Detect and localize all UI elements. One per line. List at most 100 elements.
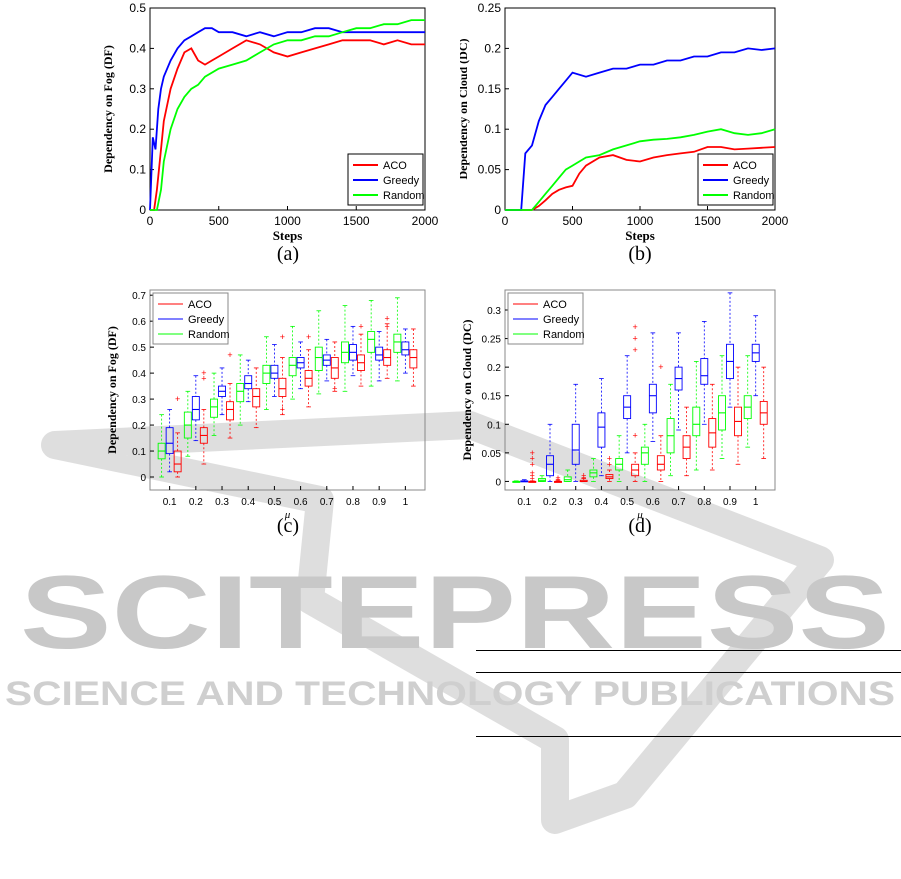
table-rule-bottom [476,736,901,737]
box-random [367,299,376,387]
watermark-sub-text: SCIENCE AND TECHNOLOGY PUBLICATIONS [5,675,895,713]
y-tick-label: 0.2 [487,363,501,374]
legend-label-random: Random [188,329,230,341]
x-tick-label: 1 [403,497,409,508]
x-tick-label: 0.6 [646,497,660,508]
box-random [538,475,546,482]
x-tick-label: 1000 [627,214,654,228]
outlier-marker: + [358,321,363,331]
box-iqr [236,383,245,403]
series-line-aco [150,39,425,211]
y-tick-label: 0.4 [129,41,146,55]
box-greedy [165,409,174,473]
caption-d: (d) [628,515,652,537]
box-iqr [393,333,402,353]
outlier-marker: + [607,454,612,464]
y-tick-label: 0 [140,473,146,484]
x-ticks: 0.1 0.2 0.3 0.4 0.5 0.6 0.7 0.8 0.9 1 [163,486,409,508]
box-greedy [322,338,331,382]
box-random [512,480,521,483]
box-iqr [165,427,174,455]
table-rule-top [476,650,901,651]
box-aco: ++++++ [528,448,537,484]
box-aco: ++ [605,454,614,482]
box-iqr [409,349,418,369]
box-random [692,361,701,471]
x-tick-label: 500 [562,214,582,228]
outlier-marker: + [201,368,206,378]
y-tick-label: 0.3 [487,306,501,317]
box-iqr [648,383,657,414]
outlier-marker: + [201,373,206,383]
x-tick-label: 1500 [694,214,721,228]
box-aco: ++ [278,332,287,416]
box-greedy [597,378,606,477]
y-axis-label: Dependency on Cloud (DC) [460,319,474,460]
y-tick-label: 0.3 [132,395,146,406]
box-greedy [571,383,580,482]
chart-d: 0 0.05 0.1 0.15 0.2 0.25 0.3 0.1 0.2 0.3 0.4 0.5 0.6… [460,282,820,527]
legend-label-aco: ACO [383,160,407,172]
box-iqr [700,358,709,385]
y-axis-label: Dependency on Fog (DF) [101,45,115,173]
box-greedy [349,325,357,377]
box-random [718,355,726,459]
x-axis-label: μ [284,509,291,521]
watermark-logo-shape [41,411,834,834]
y-ticks: 0 0.1 0.2 0.3 0.4 0.5 0.6 0.7 [132,291,154,484]
y-tick-label: 0.2 [129,122,146,136]
box-aco [409,328,418,387]
box-random [589,458,598,482]
y-tick-label: 0.2 [484,41,501,55]
box-aco: ++ [579,471,588,482]
x-tick-label: 0.3 [215,497,229,508]
outlier-marker: + [633,334,638,344]
y-tick-label: 0 [139,203,146,217]
box-greedy [401,328,410,374]
box-random [314,310,323,395]
outlier-marker: + [280,404,285,414]
box-random [157,414,166,478]
box-aco: + [304,332,313,408]
x-tick-label: 0.9 [723,497,737,508]
y-tick-label: 0.5 [132,343,146,354]
x-tick-label: 0 [147,214,154,228]
box-greedy [751,315,760,397]
x-tick-label: 0.2 [189,497,203,508]
chart-b: 0 0.05 0.1 0.15 0.2 0.25 0 500 1000 1500 2000 Steps… [456,0,820,250]
legend: ACO Greedy Random [347,153,425,206]
outlier-marker: + [332,384,337,394]
outlier-marker: + [530,448,535,458]
outlier-marker: + [633,345,638,355]
x-tick-label: 0.5 [620,497,634,508]
box-greedy [623,355,632,454]
box-iqr [288,357,297,377]
box-aco: + [656,362,665,482]
outlier-marker: + [385,314,390,324]
y-tick-label: 0.15 [478,82,502,96]
box-iqr [656,455,665,471]
box-iqr [278,377,287,397]
box-aco [682,406,691,477]
box-aco: + [330,341,339,394]
box-random [666,383,675,477]
outlier-marker: + [633,322,638,332]
y-ticks: 0 0.05 0.1 0.15 0.2 0.25 [478,1,509,217]
y-axis-label: Dependency on Cloud (DC) [460,38,470,179]
box-random [288,325,297,400]
box-greedy [375,331,384,382]
caption-b: (b) [628,243,652,265]
box-greedy [726,292,734,408]
box-aco [708,383,717,471]
x-ticks: 0 500 1000 1500 2000 [502,206,789,228]
x-tick-label: 0.4 [594,497,608,508]
box-iqr [262,364,271,384]
x-tick-label: 1000 [274,214,301,228]
outlier-marker: + [555,473,560,483]
box-chart-svg: 0 0.05 0.1 0.15 0.2 0.25 0.3 0.1 0.2 0.3 0.4 0.5 0.6… [460,289,776,521]
y-tick-label: 0.1 [484,122,501,136]
x-tick-label: 0.7 [320,497,334,508]
box-iqr [252,388,261,408]
x-tick-label: 0.8 [697,497,711,508]
